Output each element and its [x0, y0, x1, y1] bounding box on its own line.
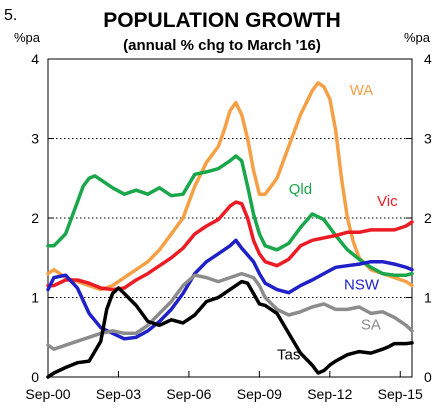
y-left-tick-label: 4 — [31, 51, 39, 67]
series-lines — [46, 81, 414, 379]
y-left-tick-label: 1 — [31, 290, 39, 306]
y-left-tick-label: 3 — [31, 131, 39, 147]
series-label-nsw: NSW — [344, 277, 380, 294]
chart-title: POPULATION GROWTH — [103, 9, 341, 32]
y-axis-right-unit: %pa — [404, 30, 431, 45]
series-labels: WA Qld Vic NSW SA Tas — [277, 82, 398, 364]
chart-subtitle: (annual % chg to March '16) — [123, 37, 321, 54]
x-tick-label: Sep-09 — [237, 386, 282, 402]
x-tick-label: Sep-15 — [378, 386, 423, 402]
y-axis-left-unit: %pa — [14, 30, 41, 45]
y-axis-right: 0 1 2 3 4 — [406, 51, 432, 385]
x-tick-label: Sep-06 — [166, 386, 211, 402]
series-label-tas: Tas — [277, 347, 300, 364]
y-right-tick-label: 0 — [424, 369, 432, 385]
gridlines — [48, 138, 412, 298]
y-left-tick-label: 2 — [31, 210, 39, 226]
series-label-qld: Qld — [289, 181, 312, 198]
x-tick-label: Sep-12 — [307, 386, 352, 402]
series-label-wa: WA — [350, 82, 374, 99]
series-line-qld — [46, 154, 414, 277]
y-right-tick-label: 2 — [424, 210, 432, 226]
series-label-sa: SA — [361, 316, 381, 333]
x-tick-label: Sep-03 — [96, 386, 141, 402]
y-right-tick-label: 3 — [424, 131, 432, 147]
series-line-wa — [46, 81, 414, 292]
figure-number: 5. — [4, 7, 17, 24]
x-tick-label: Sep-00 — [25, 386, 70, 402]
y-axis-left: 0 1 2 3 4 — [31, 51, 54, 385]
series-line-sa — [46, 271, 414, 351]
series-line-vic — [46, 200, 414, 292]
series-line-tas — [46, 279, 414, 379]
y-right-tick-label: 4 — [424, 51, 432, 67]
x-axis: Sep-00 Sep-03 Sep-06 Sep-09 Sep-12 Sep-15 — [25, 371, 423, 402]
series-label-vic: Vic — [377, 193, 398, 210]
y-left-tick-label: 0 — [31, 369, 39, 385]
y-right-tick-label: 1 — [424, 290, 432, 306]
